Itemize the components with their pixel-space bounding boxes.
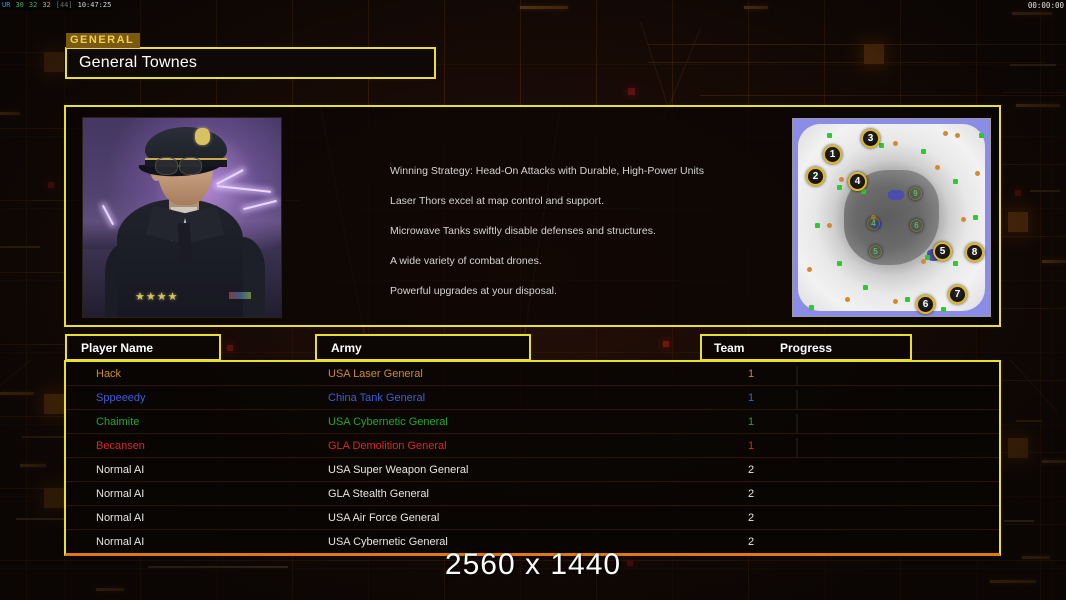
description-line: Laser Thors excel at map control and sup… — [390, 195, 605, 207]
table-row[interactable]: Normal AI USA Super Weapon General 2 — [66, 458, 999, 482]
player-progress — [796, 438, 988, 457]
status-clock: 10:47:25 — [77, 1, 112, 9]
general-name-text: General Townes — [79, 54, 198, 71]
column-header-label: Army — [331, 340, 362, 355]
accent-dot — [227, 345, 233, 351]
accent-square — [44, 394, 64, 414]
accent-dot — [628, 88, 635, 95]
table-row[interactable]: Sppeeedy China Tank General 1 — [66, 386, 999, 410]
status-segment: [44] — [55, 1, 73, 9]
map-start-position[interactable]: 4 — [867, 217, 880, 230]
player-team[interactable]: 1 — [747, 368, 755, 380]
description-line: Powerful upgrades at your disposal. — [390, 285, 557, 297]
player-name: Normal AI — [96, 488, 145, 500]
player-army[interactable]: USA Laser General — [328, 368, 423, 380]
general-info-panel: ★★★★ Winning Strategy: Head-On Attacks w… — [64, 105, 1001, 327]
player-name: Chaimite — [96, 416, 140, 428]
player-team[interactable]: 1 — [747, 440, 755, 452]
table-row[interactable]: Becansen GLA Demolition General 1 — [66, 434, 999, 458]
status-segment: 32 — [28, 1, 38, 9]
match-timer: 00:00:00 — [1027, 1, 1064, 10]
map-preview[interactable]: 1 2 3 4 5 6 7 8 9 5 4 6 — [792, 118, 991, 317]
description-line: Winning Strategy: Head-On Attacks with D… — [390, 165, 704, 177]
column-header-army: Army — [315, 334, 531, 361]
accent-square — [1008, 438, 1028, 458]
player-army[interactable]: China Tank General — [328, 392, 426, 404]
rank-stars: ★★★★ — [135, 291, 179, 303]
player-name: Normal AI — [96, 464, 145, 476]
player-team[interactable]: 2 — [747, 464, 755, 476]
status-segment: 30 — [15, 1, 24, 9]
player-table: Hack USA Laser General 1 Sppeeedy China … — [64, 360, 1001, 556]
accent-square — [44, 52, 64, 72]
column-header-label: Player Name — [81, 340, 154, 355]
player-progress — [796, 414, 988, 433]
status-segment: UR — [2, 1, 11, 9]
map-start-position[interactable]: 5 — [933, 242, 952, 261]
accent-square — [1008, 212, 1028, 232]
column-header-team-progress: Team Progress — [700, 334, 912, 361]
accent-square — [864, 44, 884, 64]
player-team[interactable]: 2 — [747, 512, 755, 524]
general-name-field[interactable]: General Townes — [65, 47, 436, 79]
player-army[interactable]: USA Air Force General — [328, 512, 440, 524]
strategy-description: Winning Strategy: Head-On Attacks with D… — [390, 165, 790, 315]
column-header-label: Team — [714, 340, 745, 355]
accent-square — [44, 488, 64, 508]
player-team[interactable]: 1 — [747, 416, 755, 428]
map-start-position[interactable]: 4 — [848, 172, 867, 191]
player-army[interactable]: USA Super Weapon General — [328, 464, 469, 476]
accent-dot — [663, 341, 669, 347]
player-progress — [796, 366, 988, 385]
player-name: Hack — [96, 368, 122, 380]
description-line: Microwave Tanks swiftly disable defenses… — [390, 225, 656, 237]
player-name: Normal AI — [96, 512, 145, 524]
accent-dot — [1015, 190, 1021, 196]
player-progress — [796, 390, 988, 409]
player-army[interactable]: USA Cybernetic General — [328, 416, 448, 428]
map-start-position[interactable]: 7 — [948, 285, 967, 304]
map-start-position[interactable]: 3 — [861, 129, 880, 148]
map-start-position[interactable]: 9 — [909, 187, 922, 200]
player-name: Sppeeedy — [96, 392, 146, 404]
map-start-position[interactable]: 8 — [965, 243, 984, 262]
player-army[interactable]: GLA Demolition General — [328, 440, 447, 452]
player-army[interactable]: USA Cybernetic General — [328, 536, 448, 548]
accent-dot — [48, 182, 54, 188]
general-tab-label: GENERAL — [66, 33, 141, 48]
map-start-position[interactable]: 6 — [910, 219, 923, 232]
system-status-strip: UR 30 32 32 [44] 10:47:25 — [0, 0, 113, 11]
resolution-overlay: 2560 x 1440 — [444, 548, 622, 581]
table-row[interactable]: Chaimite USA Cybernetic General 1 — [66, 410, 999, 434]
player-team[interactable]: 2 — [747, 488, 755, 500]
map-start-position[interactable]: 2 — [806, 167, 825, 186]
status-segment: 32 — [42, 1, 51, 9]
table-row[interactable]: Normal AI USA Air Force General 2 — [66, 506, 999, 530]
column-header-label: Progress — [780, 340, 833, 355]
table-row[interactable]: Hack USA Laser General 1 — [66, 362, 999, 386]
map-start-position[interactable]: 1 — [823, 145, 842, 164]
column-header-player-name: Player Name — [65, 334, 221, 361]
player-name: Normal AI — [96, 536, 145, 548]
player-name: Becansen — [96, 440, 145, 452]
description-line: A wide variety of combat drones. — [390, 255, 542, 267]
table-row[interactable]: Normal AI GLA Stealth General 2 — [66, 482, 999, 506]
map-start-position[interactable]: 5 — [869, 245, 882, 258]
player-team[interactable]: 2 — [747, 536, 755, 548]
player-army[interactable]: GLA Stealth General — [328, 488, 429, 500]
map-start-position[interactable]: 6 — [916, 295, 935, 314]
general-portrait: ★★★★ — [82, 117, 282, 318]
player-team[interactable]: 1 — [747, 392, 755, 404]
